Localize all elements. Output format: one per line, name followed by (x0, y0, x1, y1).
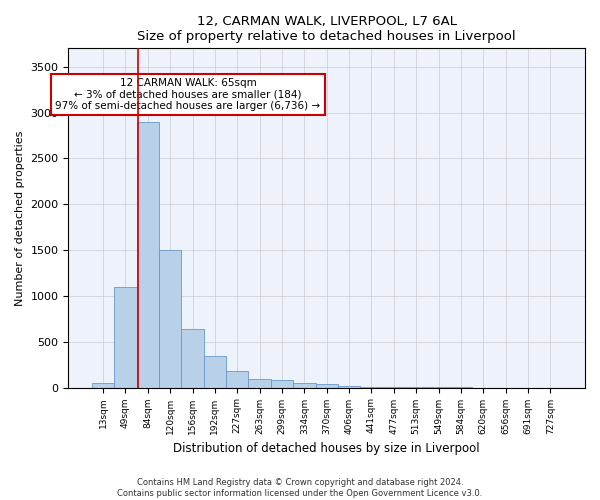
Bar (92, 382, 114, 388)
Bar (204, 356, 226, 388)
Bar (181, 329, 204, 388)
Title: 12, CARMAN WALK, LIVERPOOL, L7 6AL
Size of property relative to detached houses : 12, CARMAN WALK, LIVERPOOL, L7 6AL Size … (137, 15, 516, 43)
Bar (114, 286, 137, 388)
Bar (248, 379, 271, 388)
Bar (293, 382, 316, 388)
Text: Contains HM Land Registry data © Crown copyright and database right 2024.
Contai: Contains HM Land Registry data © Crown c… (118, 478, 482, 498)
Bar (226, 370, 248, 388)
Bar (271, 380, 293, 388)
Bar (316, 384, 338, 388)
Bar (159, 250, 181, 388)
Bar (360, 386, 383, 388)
Text: 12 CARMAN WALK: 65sqm
← 3% of detached houses are smaller (184)
97% of semi-deta: 12 CARMAN WALK: 65sqm ← 3% of detached h… (55, 78, 320, 111)
Bar (137, 122, 159, 388)
Y-axis label: Number of detached properties: Number of detached properties (15, 130, 25, 306)
Bar (338, 386, 360, 388)
X-axis label: Distribution of detached houses by size in Liverpool: Distribution of detached houses by size … (173, 442, 480, 455)
